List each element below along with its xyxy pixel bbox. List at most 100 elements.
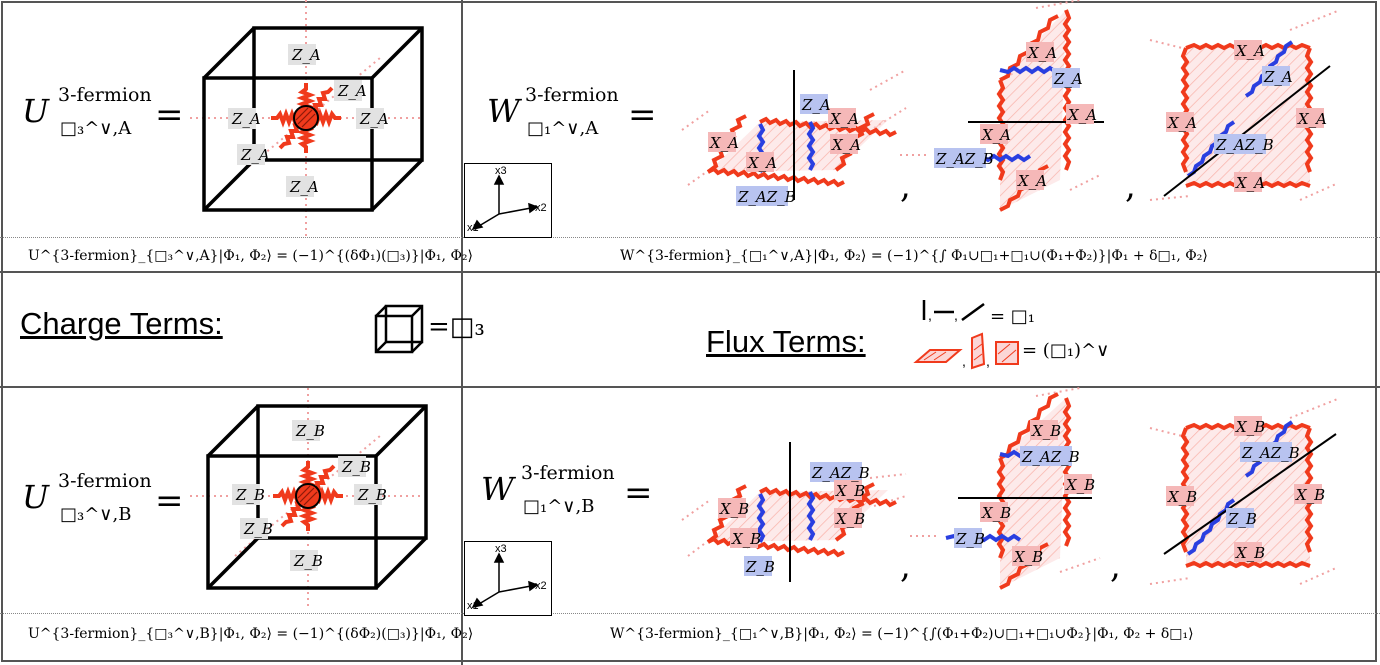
- flux-term-diagrams-A: [681, 0, 1341, 212]
- svg-text:,: ,: [962, 353, 966, 369]
- flux-A-fig3-label-3: X_A: [1168, 114, 1198, 132]
- axis-x1-label: x1: [467, 222, 479, 234]
- charge-terms-heading: Charge Terms:: [20, 306, 223, 341]
- flux-B-fig1-label-5: X_B: [732, 530, 762, 548]
- flux-A-fig2-label-3: X_A: [1068, 106, 1098, 124]
- axes-diagram: x3 x2 x1: [464, 163, 552, 238]
- row-divider-2: [0, 386, 1380, 388]
- charge-caption-A: U^{3-fermion}_{□₃^∨,A}|Φ₁, Φ₂⟩ = (−1)^{(…: [28, 248, 473, 264]
- flux-B-fig2-label-3: X_B: [1066, 476, 1096, 494]
- charge-caption-B: U^{3-fermion}_{□₃^∨,B}|Φ₁, Φ₂⟩ = (−1)^{(…: [28, 626, 474, 642]
- lhs-symbol: W: [481, 470, 514, 508]
- lhs-subscript: □₁^∨,A: [527, 118, 599, 139]
- flux-B-fig2-label-2: Z_AZ_B: [1022, 448, 1080, 466]
- small-cube-icon: [374, 304, 424, 354]
- flux-A-fig1-label-6: Z_AZ_B: [738, 188, 796, 206]
- flux-B-fig3-label-4: X_B: [1296, 486, 1326, 504]
- charge-B-label-bottom: Z_B: [294, 552, 323, 570]
- lhs-subscript: □₁^∨,B: [523, 496, 595, 517]
- lhs-subscript: □₃^∨,A: [60, 118, 132, 139]
- flux-A-fig1-label-1: X_A: [710, 134, 740, 152]
- flux-B-fig3-label-2: Z_AZ_B: [1242, 444, 1300, 462]
- flux-B-fig2-label-5: Z_B: [956, 530, 985, 548]
- charge-label-upper-right: Z_A: [338, 82, 367, 100]
- flux-B-fig2-label-1: X_B: [1032, 422, 1062, 440]
- flux-terms-heading: Flux Terms:: [706, 324, 866, 359]
- flux-A-fig1-label-5: Z_A: [802, 96, 831, 114]
- equals-sign: =: [628, 95, 657, 135]
- charge-label-right: Z_A: [360, 110, 389, 128]
- charge-term-cube-diagram-A: [190, 0, 424, 237]
- lhs-superscript: 3-fermion: [58, 470, 152, 492]
- flux-caption-A: W^{3-fermion}_{□₁^∨,A}|Φ₁, Φ₂⟩ = (−1)^{∫…: [620, 248, 1208, 264]
- charge-B-label-top: Z_B: [296, 422, 325, 440]
- charge-B-label-lower-left: Z_B: [244, 520, 273, 538]
- equals-sign: =: [155, 481, 184, 521]
- charge-label-top: Z_A: [292, 46, 321, 64]
- axis-x3-label: x3: [495, 165, 507, 177]
- caption-separator-top: [0, 237, 1380, 238]
- axis-x3-label: x3: [495, 543, 507, 555]
- flux-A-fig2-label-1: X_A: [1028, 44, 1058, 62]
- column-divider: [461, 0, 463, 665]
- flux-B-fig2-label-4: X_B: [982, 504, 1012, 522]
- svg-text:,: ,: [986, 353, 990, 369]
- flux-term-diagrams-B: [681, 387, 1341, 590]
- lhs-symbol: U: [22, 92, 49, 130]
- flux-B-fig1-label-2: X_B: [836, 482, 866, 500]
- lhs-superscript: 3-fermion: [521, 462, 615, 484]
- lhs-subscript: □₃^∨,B: [60, 504, 132, 525]
- flux-A-fig3-label-4: X_A: [1298, 110, 1328, 128]
- axis-x2-label: x2: [535, 580, 547, 592]
- separator-comma: ,: [1110, 546, 1121, 586]
- flux-A-fig3-label-6: X_A: [1236, 174, 1266, 192]
- charge-label-left: Z_A: [232, 110, 261, 128]
- axes-diagram: x3 x2 x1: [464, 541, 552, 616]
- charge-label-lower-left: Z_A: [241, 146, 270, 164]
- flux-A-fig3-label-5: Z_AZ_B: [1216, 136, 1274, 154]
- charge-B-label-right: Z_B: [358, 486, 387, 504]
- flux-A-fig1-label-2: X_A: [748, 154, 778, 172]
- svg-text:,: ,: [954, 307, 958, 323]
- flux-A-fig3-label-1: X_A: [1236, 42, 1266, 60]
- charge-term-cube-diagram-B: [190, 388, 428, 610]
- flux-A-fig3-label-2: Z_A: [1264, 68, 1293, 86]
- flux-B-fig1-label-3: X_B: [720, 500, 750, 518]
- axis-x2-label: x2: [535, 202, 547, 214]
- separator-comma: ,: [900, 546, 911, 586]
- lhs-symbol: U: [22, 478, 49, 516]
- separator-comma: ,: [900, 166, 911, 206]
- equals-sign: =: [155, 95, 184, 135]
- equals-sign: =: [624, 473, 653, 513]
- flux-B-fig3-label-3: X_B: [1168, 488, 1198, 506]
- flux-B-fig3-label-1: X_B: [1236, 418, 1266, 436]
- charge-equals-cube: =□₃: [428, 312, 485, 342]
- flux-B-fig3-label-5: Z_B: [1228, 510, 1257, 528]
- flux-A-fig2-label-5: Z_AZ_B: [936, 150, 994, 168]
- charge-B-label-upper-right: Z_B: [342, 458, 371, 476]
- flux-B-fig3-label-6: X_B: [1236, 544, 1266, 562]
- flux-B-fig1-label-4: X_B: [836, 510, 866, 528]
- flux-A-fig2-label-4: X_A: [982, 126, 1012, 144]
- flux-A-fig1-label-4: X_A: [832, 136, 862, 154]
- lhs-superscript: 3-fermion: [525, 84, 619, 106]
- charge-B-label-left: Z_B: [236, 486, 265, 504]
- caption-separator-bottom: [0, 613, 1380, 614]
- row-divider-1: [0, 271, 1380, 273]
- lhs-symbol: W: [487, 92, 520, 130]
- flux-B-fig1-label-1: Z_AZ_B: [812, 464, 870, 482]
- lhs-superscript: 3-fermion: [58, 84, 152, 106]
- flux-A-fig2-label-2: Z_A: [1054, 70, 1083, 88]
- flux-legend-icons: , , , ,: [913, 300, 1019, 370]
- flux-line-2-text: = (□₁)^∨: [1022, 340, 1110, 361]
- flux-B-fig1-label-6: Z_B: [746, 558, 775, 576]
- flux-A-fig1-label-3: X_A: [830, 110, 860, 128]
- separator-comma: ,: [1125, 166, 1136, 206]
- flux-caption-B: W^{3-fermion}_{□₁^∨,B}|Φ₁, Φ₂⟩ = (−1)^{∫…: [610, 626, 1194, 642]
- flux-line-1-text: = □₁: [990, 306, 1036, 327]
- flux-A-fig2-label-6: X_A: [1018, 172, 1048, 190]
- svg-text:,: ,: [928, 307, 932, 323]
- axis-x1-label: x1: [467, 600, 479, 612]
- charge-label-bottom: Z_A: [290, 178, 319, 196]
